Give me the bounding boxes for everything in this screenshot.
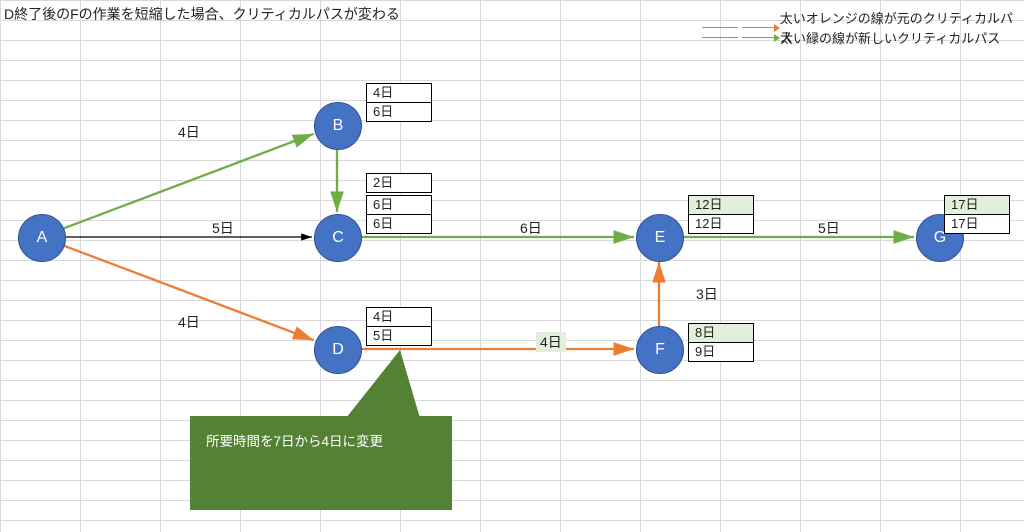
value-cell: 5日 <box>367 326 431 345</box>
edge-label: 3日 <box>696 284 718 304</box>
edge-label: 6日 <box>520 218 542 238</box>
value-box: 12日12日 <box>688 195 754 234</box>
callout-box: 所要時間を7日から4日に変更 <box>190 416 452 510</box>
edge-label: 4日 <box>178 312 200 332</box>
page-title: D終了後のFの作業を短縮した場合、クリティカルパスが変わる <box>4 4 400 24</box>
value-cell: 4日 <box>367 84 431 102</box>
node-d: D <box>314 326 362 374</box>
legend-swatch <box>742 37 774 38</box>
node-b: B <box>314 102 362 150</box>
node-c: C <box>314 214 362 262</box>
value-cell: 12日 <box>689 196 753 214</box>
value-box: 4日6日 <box>366 83 432 122</box>
edge-label: 4日 <box>536 332 566 352</box>
value-box: 8日9日 <box>688 323 754 362</box>
value-cell: 17日 <box>945 196 1009 214</box>
value-cell: 6日 <box>367 102 431 121</box>
edge <box>63 134 314 229</box>
callout-text: 所要時間を7日から4日に変更 <box>206 434 383 449</box>
value-box: 4日5日 <box>366 307 432 346</box>
value-cell: 17日 <box>945 214 1009 233</box>
value-cell: 4日 <box>367 308 431 326</box>
value-cell: 9日 <box>689 342 753 361</box>
node-f: F <box>636 326 684 374</box>
value-box: 17日17日 <box>944 195 1010 234</box>
edge-label: 5日 <box>212 218 234 238</box>
value-cell: 12日 <box>689 214 753 233</box>
value-cell: 8日 <box>689 324 753 342</box>
value-box: 2日 <box>366 173 432 193</box>
node-a: A <box>18 214 66 262</box>
value-box: 6日6日 <box>366 195 432 234</box>
node-e: E <box>636 214 684 262</box>
edge-label: 4日 <box>178 122 200 142</box>
value-cell: 6日 <box>367 196 431 214</box>
value-cell: 2日 <box>367 174 431 192</box>
edge-label: 5日 <box>818 218 840 238</box>
legend-item: 太い緑の線が新しいクリティカルパス <box>742 28 1000 47</box>
legend-label: 太い緑の線が新しいクリティカルパス <box>780 28 1000 47</box>
value-cell: 6日 <box>367 214 431 233</box>
diagram-svg <box>0 0 1024 532</box>
